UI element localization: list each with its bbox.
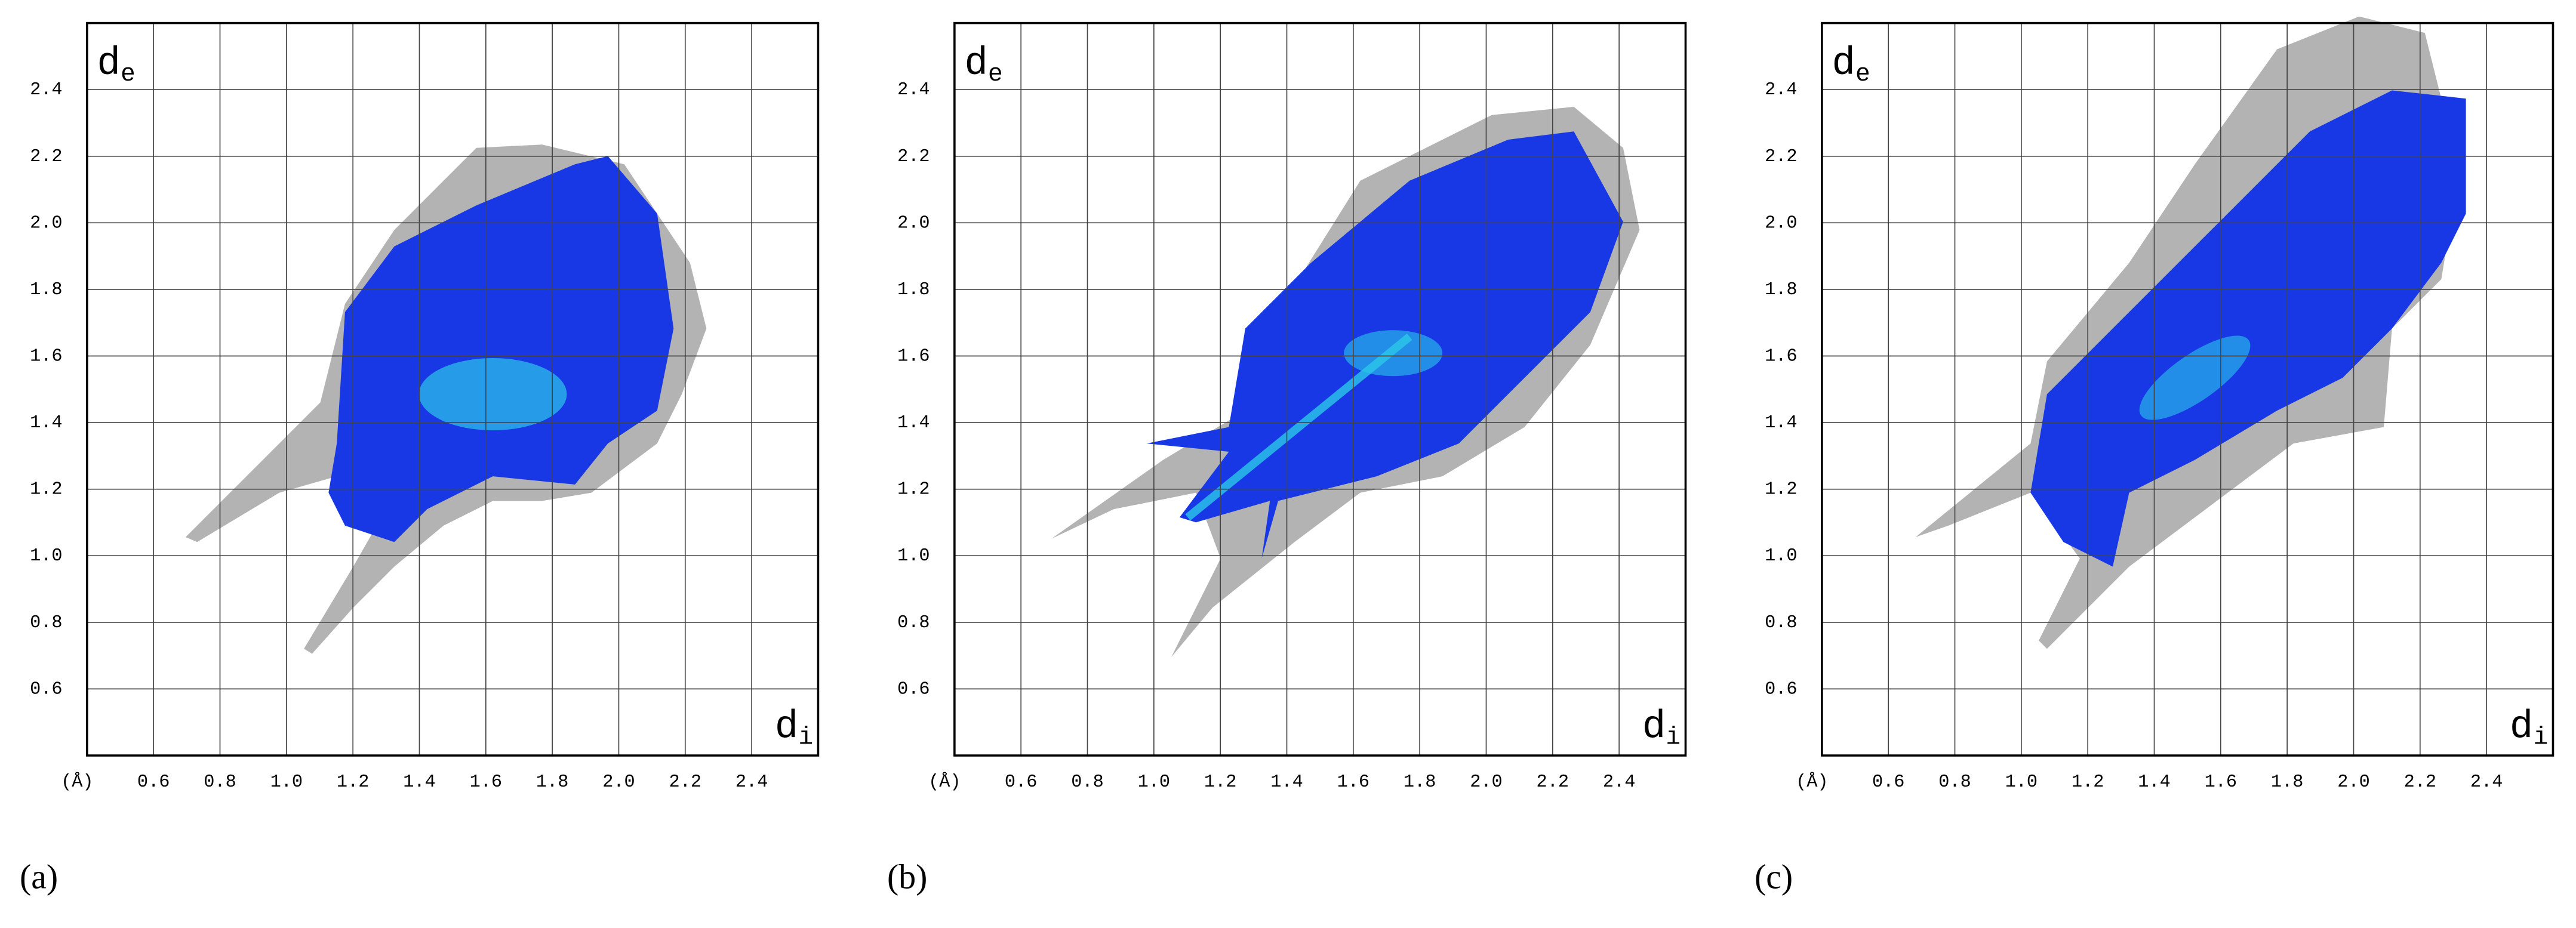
x-axis-label-sub: i <box>2533 724 2548 752</box>
point-cloud <box>2139 335 2251 420</box>
panel: 0.6 0.8 1.0 1.2 1.4 1.6 1.8 2.0 2.2 2.4 0.6 0.8 1.0 1… <box>20 21 820 896</box>
panel-label: (b) <box>887 858 927 896</box>
y-tick-label: 1.4 <box>897 413 930 433</box>
y-tick-label: 1.2 <box>897 480 930 500</box>
x-tick-label: 0.8 <box>204 772 236 793</box>
y-axis-label: de <box>964 41 1002 88</box>
x-tick-label: 1.4 <box>2138 772 2171 793</box>
y-tick-label: 1.6 <box>1765 346 1798 366</box>
y-axis-label-sub: e <box>1855 61 1870 88</box>
y-axis-label: de <box>1832 41 1870 88</box>
y-tick-label: 1.4 <box>1765 413 1798 433</box>
x-tick-label: 1.8 <box>2271 772 2303 793</box>
x-axis-label-sub: i <box>798 724 813 752</box>
x-axis-label-sub: i <box>1666 724 1681 752</box>
x-tick-label: 1.6 <box>470 772 503 793</box>
x-tick-label: 2.2 <box>669 772 702 793</box>
y-tick-label: 1.0 <box>897 546 930 566</box>
panel-label: (c) <box>1755 858 1793 896</box>
x-tick-label: 1.0 <box>270 772 303 793</box>
x-tick-label: 0.8 <box>1071 772 1103 793</box>
y-tick-label: 2.2 <box>30 147 62 167</box>
x-axis-label: di <box>2510 705 2548 752</box>
plot-frame <box>953 21 1687 757</box>
y-tick-label: 2.0 <box>1765 213 1798 233</box>
point-cloud <box>418 358 567 431</box>
x-tick-label: 0.6 <box>1872 772 1904 793</box>
x-tick-label: 2.4 <box>1603 772 1636 793</box>
x-tick-label: 1.8 <box>1404 772 1436 793</box>
x-axis-label: di <box>1642 705 1681 752</box>
x-tick-label: 2.2 <box>1537 772 1569 793</box>
x-axis-label-main: d <box>1642 705 1666 750</box>
x-axis-label: di <box>775 705 813 752</box>
point-cloud <box>2030 90 2466 567</box>
x-tick-label: 1.8 <box>536 772 569 793</box>
x-tick-label: 2.0 <box>2337 772 2370 793</box>
x-tick-label: 1.2 <box>1204 772 1237 793</box>
x-tick-label: 1.2 <box>337 772 370 793</box>
x-tick-label: 1.0 <box>2005 772 2038 793</box>
x-tick-label: 1.4 <box>403 772 436 793</box>
y-tick-label: 0.8 <box>30 613 62 633</box>
y-axis-label-main: d <box>97 41 121 86</box>
x-tick-label: 0.8 <box>1938 772 1971 793</box>
y-tick-label: 1.8 <box>897 280 930 300</box>
y-tick-label: 0.6 <box>897 679 930 699</box>
y-tick-label: 1.2 <box>1765 480 1798 500</box>
x-tick-label: 1.6 <box>2205 772 2237 793</box>
y-tick-label: 0.6 <box>1765 679 1798 699</box>
y-tick-label: 1.6 <box>897 346 930 366</box>
x-tick-label: 1.4 <box>1270 772 1303 793</box>
y-tick-label: 1.8 <box>1765 280 1798 300</box>
x-tick-label: 2.4 <box>2470 772 2503 793</box>
y-tick-label: 1.0 <box>1765 546 1798 566</box>
panel-label: (a) <box>20 858 58 896</box>
y-axis-label-main: d <box>964 41 988 86</box>
x-tick-label: 2.0 <box>602 772 635 793</box>
y-tick-label: 2.0 <box>897 213 930 233</box>
y-tick-label: 1.0 <box>30 546 62 566</box>
x-axis-label-main: d <box>2510 705 2534 750</box>
y-tick-label: 2.2 <box>897 147 930 167</box>
x-axis-label-main: d <box>775 705 799 750</box>
y-tick-label: 1.8 <box>30 280 62 300</box>
y-tick-label: 1.4 <box>30 413 62 433</box>
y-tick-label: 2.2 <box>1765 147 1798 167</box>
point-cloud <box>328 156 674 542</box>
y-axis-label: de <box>97 41 135 88</box>
x-tick-label: 1.0 <box>1138 772 1171 793</box>
y-tick-label: 2.4 <box>897 80 930 100</box>
y-tick-label: 1.6 <box>30 346 62 366</box>
y-tick-label: 1.2 <box>30 480 62 500</box>
y-tick-label: 0.8 <box>1765 613 1798 633</box>
axis-unit: (Å) <box>1796 772 1829 793</box>
x-tick-label: 1.6 <box>1337 772 1370 793</box>
y-tick-label: 0.8 <box>897 613 930 633</box>
y-axis-label-sub: e <box>988 61 1003 88</box>
plot-frame <box>86 21 820 757</box>
y-tick-label: 2.0 <box>30 213 62 233</box>
axis-unit: (Å) <box>61 772 94 793</box>
panel: 0.6 0.8 1.0 1.2 1.4 1.6 1.8 2.0 2.2 2.4 0.6 0.8 1.0 1… <box>1755 16 2555 896</box>
x-tick-label: 2.2 <box>2404 772 2437 793</box>
axis-unit: (Å) <box>928 772 961 793</box>
plot-frame <box>1821 21 2555 757</box>
x-tick-label: 0.6 <box>137 772 170 793</box>
y-axis-label-main: d <box>1832 41 1855 86</box>
x-tick-label: 0.6 <box>1005 772 1037 793</box>
x-tick-label: 2.4 <box>735 772 768 793</box>
x-tick-label: 1.2 <box>2072 772 2104 793</box>
y-tick-label: 0.6 <box>30 679 62 699</box>
panel: 0.6 0.8 1.0 1.2 1.4 1.6 1.8 2.0 2.2 2.4 0.6 0.8 1.0 1… <box>887 21 1687 896</box>
y-tick-label: 2.4 <box>30 80 62 100</box>
point-cloud <box>1344 330 1443 377</box>
y-axis-label-sub: e <box>121 61 136 88</box>
y-tick-label: 2.4 <box>1765 80 1798 100</box>
x-tick-label: 2.0 <box>1470 772 1503 793</box>
